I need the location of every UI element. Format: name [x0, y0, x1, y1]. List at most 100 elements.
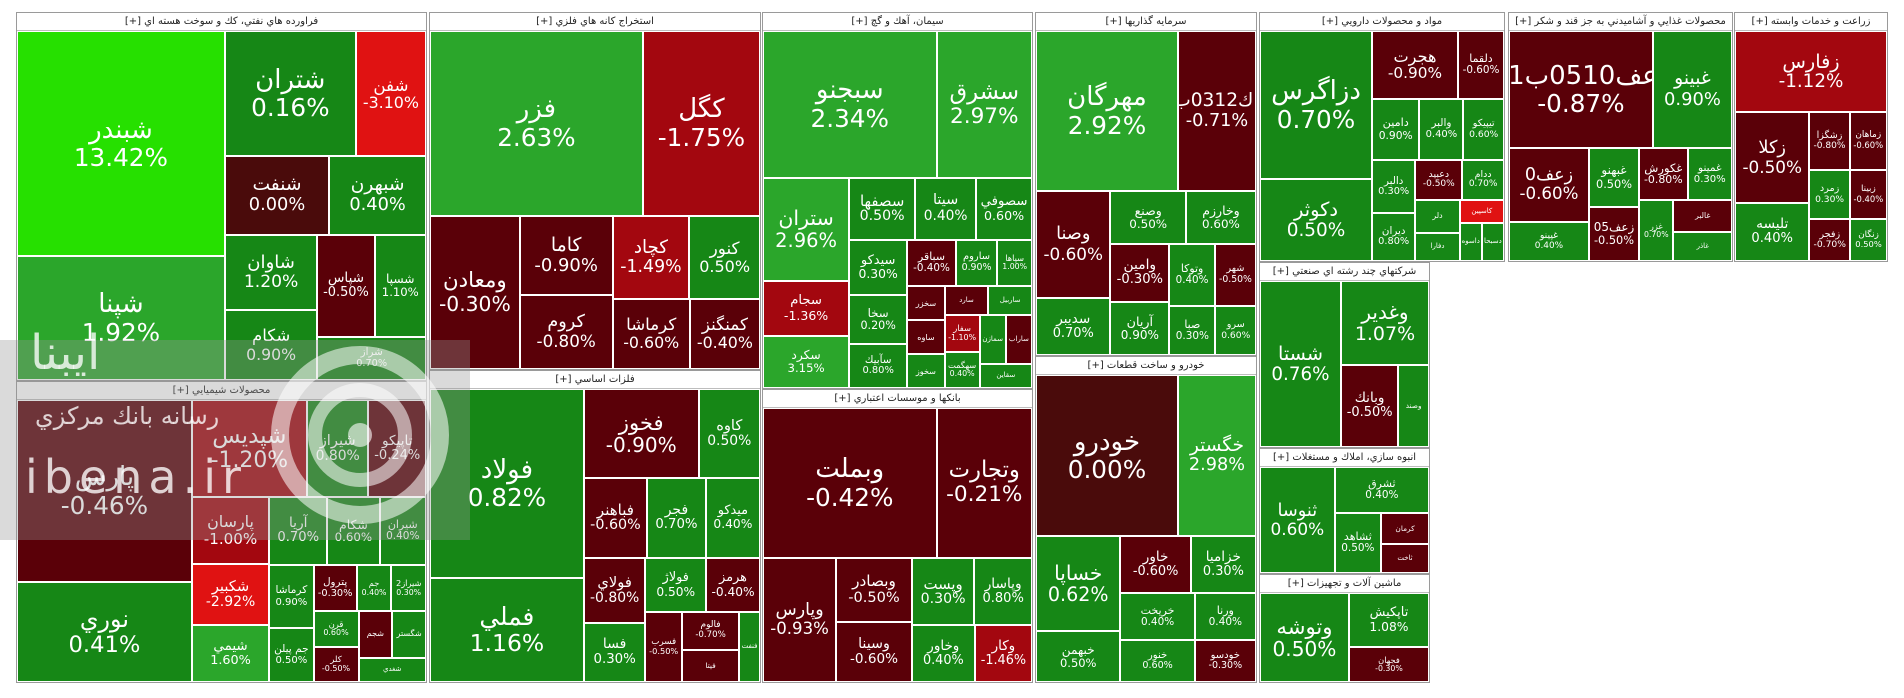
stock-tile[interactable]: زعف0 -0.60% [1509, 147, 1589, 222]
stock-tile[interactable]: شهر -0.50% [1214, 243, 1256, 306]
stock-tile[interactable]: صبا 0.30% [1169, 305, 1216, 355]
stock-tile[interactable]: غالبر [1673, 199, 1732, 233]
stock-tile[interactable]: وسينا -0.60% [836, 621, 912, 682]
sector-12[interactable]: انبوه سازي، املاك و مستغلات [+] ثنوسا 0.60… [1259, 448, 1430, 574]
sector-4[interactable]: مواد و محصولات دارويي [+] دزاگرس 0.70% دكوث… [1259, 12, 1505, 262]
stock-tile[interactable]: سآبيك 0.80% [849, 344, 908, 388]
stock-tile[interactable]: وپاسار 0.80% [974, 557, 1032, 626]
stock-tile[interactable]: سقاين [979, 363, 1032, 388]
sector-title[interactable]: زراعت و خدمات وابسته [+] [1735, 13, 1887, 31]
stock-tile[interactable]: وخارزم 0.60% [1185, 191, 1256, 244]
stock-tile[interactable]: كرماشا 0.90% [269, 565, 314, 629]
sector-1[interactable]: استخراج كانه هاي فلزي [+] فزر 2.63% كگل -1.7… [429, 12, 761, 370]
stock-tile[interactable]: كچاد -1.49% [612, 215, 690, 299]
stock-tile[interactable]: خساپا 0.62% [1036, 536, 1121, 632]
stock-tile[interactable]: فزر 2.63% [430, 31, 643, 216]
stock-tile[interactable]: هرمز -0.40% [706, 558, 760, 613]
sector-5[interactable]: محصولات غذايي و آشاميدني به جز قند و شكر… [1508, 12, 1733, 262]
stock-tile[interactable]: شيمي 1.60% [191, 625, 270, 682]
sector-title[interactable]: مواد و محصولات دارويي [+] [1260, 13, 1504, 31]
stock-tile[interactable]: غبينو 0.90% [1652, 31, 1732, 148]
stock-tile[interactable]: سراك0312ب01-0.71% [1177, 31, 1256, 192]
sector-9[interactable]: بانكها و موسسات اعتباري [+] وبملت -0.42% وت… [762, 389, 1033, 683]
stock-tile[interactable]: سهگمت 0.40% [944, 351, 980, 388]
stock-tile[interactable]: سيدكو 0.30% [849, 240, 908, 295]
stock-tile[interactable]: زمرد 0.30% [1809, 169, 1850, 220]
stock-tile[interactable]: شيراز2 0.30% [391, 565, 426, 612]
sector-0[interactable]: فراورده هاي نفتي، كك و سوخت هسته اي [+] ش… [16, 12, 427, 381]
stock-tile[interactable]: سخوز [907, 354, 945, 388]
stock-tile[interactable]: شكبير -2.92% [191, 563, 270, 626]
sector-7[interactable]: محصولات شيميايي [+] پارس -0.46% نوري 0.41% شپ… [16, 381, 427, 683]
sector-title[interactable]: شركتهاي چند رشته اي صنعتي [+] [1260, 263, 1429, 281]
stock-tile[interactable]: ميدكو 0.40% [705, 477, 760, 559]
stock-tile[interactable]: سصوفي 0.60% [976, 177, 1032, 241]
stock-tile[interactable]: ثشاهد 0.50% [1334, 513, 1381, 573]
stock-tile[interactable]: زعف05 -0.50% [1588, 206, 1640, 261]
stock-tile[interactable]: تيپيكو 0.60% [1463, 98, 1504, 161]
stock-tile[interactable]: فخوز -0.90% [583, 389, 699, 478]
stock-tile[interactable]: جم پيلن 0.50% [269, 628, 314, 682]
stock-tile[interactable]: نوري 0.41% [17, 581, 192, 682]
stock-tile[interactable]: وتوكا 0.40% [1169, 243, 1215, 306]
stock-tile[interactable]: آريا 0.70% [269, 496, 328, 566]
stock-tile[interactable]: وصند [1398, 364, 1429, 447]
stock-tile[interactable]: زنگان 0.50% [1850, 219, 1887, 261]
stock-tile[interactable]: دالبر 0.30% [1372, 160, 1416, 213]
stock-tile[interactable]: غاذر [1673, 232, 1732, 261]
stock-tile[interactable]: سفار -1.10% [944, 315, 980, 352]
stock-tile[interactable]: وپارس -0.93% [763, 557, 837, 682]
stock-tile[interactable]: فولاي -0.80% [583, 558, 646, 624]
stock-tile[interactable]: كاما -0.90% [519, 215, 613, 295]
stock-tile[interactable]: شبهرن 0.40% [329, 156, 426, 235]
stock-tile[interactable]: سكرد 3.15% [763, 336, 850, 388]
sector-title[interactable]: انبوه سازي، املاك و مستغلات [+] [1260, 449, 1429, 467]
stock-tile[interactable]: دامين 0.90% [1372, 98, 1420, 161]
sector-title[interactable]: محصولات غذايي و آشاميدني به جز قند و شكر… [1509, 13, 1732, 31]
stock-tile[interactable]: خزاميا 0.30% [1190, 536, 1256, 594]
sector-title[interactable]: فراورده هاي نفتي، كك و سوخت هسته اي [+] [17, 13, 426, 31]
stock-tile[interactable]: شگستر [392, 611, 426, 659]
stock-tile[interactable]: وبملت -0.42% [763, 408, 937, 558]
sector-title[interactable]: استخراج كانه هاي فلزي [+] [430, 13, 760, 31]
stock-tile[interactable]: كاسپين [1459, 200, 1504, 224]
stock-tile[interactable]: خنور 0.60% [1120, 639, 1195, 682]
stock-tile[interactable]: شجم [358, 611, 393, 659]
stock-tile[interactable]: آريان 0.90% [1110, 301, 1170, 355]
stock-tile[interactable]: فجر 0.70% [647, 477, 706, 559]
stock-tile[interactable]: شستا 0.76% [1260, 281, 1341, 447]
stock-tile[interactable]: ستران 2.96% [763, 177, 850, 281]
stock-tile[interactable]: وپست 0.30% [911, 557, 975, 626]
stock-tile[interactable]: وكار -1.46% [974, 625, 1032, 682]
stock-tile[interactable]: خگستر 2.98% [1177, 375, 1256, 537]
stock-tile[interactable]: شاوان 1.20% [224, 234, 318, 311]
stock-tile[interactable]: غپينو 0.40% [1509, 221, 1589, 261]
stock-tile[interactable]: وامين -0.30% [1110, 243, 1170, 302]
stock-tile[interactable]: تليسه 0.40% [1735, 203, 1810, 261]
stock-tile[interactable]: فملي 1.16% [430, 578, 584, 682]
stock-tile[interactable]: فسا 0.30% [583, 623, 646, 682]
stock-tile[interactable]: والبر 0.40% [1419, 98, 1464, 161]
stock-tile[interactable]: مهرگان 2.92% [1036, 31, 1178, 192]
sector-title[interactable]: خودرو و ساخت قطعات [+] [1036, 357, 1256, 375]
stock-tile[interactable]: زبينا -0.40% [1849, 169, 1887, 220]
stock-tile[interactable]: سارد [944, 286, 989, 316]
stock-tile[interactable]: زفارس -1.12% [1735, 31, 1887, 113]
stock-tile[interactable]: شسپا 1.10% [374, 234, 426, 337]
stock-tile[interactable]: فيتا [681, 650, 740, 682]
sector-title[interactable]: فلزات اساسي [+] [430, 371, 760, 389]
stock-tile[interactable]: شنفت 0.00% [224, 156, 330, 235]
stock-tile[interactable]: زفجر -0.70% [1809, 219, 1851, 261]
stock-tile[interactable]: وصنع 0.50% [1110, 191, 1186, 244]
sector-title[interactable]: سرمايه گذاريها [+] [1036, 13, 1256, 31]
stock-tile[interactable]: سصفها 0.50% [849, 177, 916, 241]
stock-tile[interactable]: ساراب [1005, 315, 1032, 364]
stock-tile[interactable]: دعبيد -0.50% [1415, 160, 1463, 201]
stock-tile[interactable]: وتجارت -0.21% [936, 408, 1032, 558]
stock-tile[interactable]: هجرت -0.90% [1372, 31, 1458, 99]
stock-tile[interactable]: شيراز 0.80% [306, 400, 369, 497]
stock-tile[interactable]: جم 0.40% [356, 565, 392, 612]
stock-tile[interactable]: ورنا 0.40% [1194, 593, 1256, 640]
stock-tile[interactable]: وغدير 1.07% [1340, 281, 1429, 365]
stock-tile[interactable]: فجهان -0.30% [1348, 647, 1429, 682]
